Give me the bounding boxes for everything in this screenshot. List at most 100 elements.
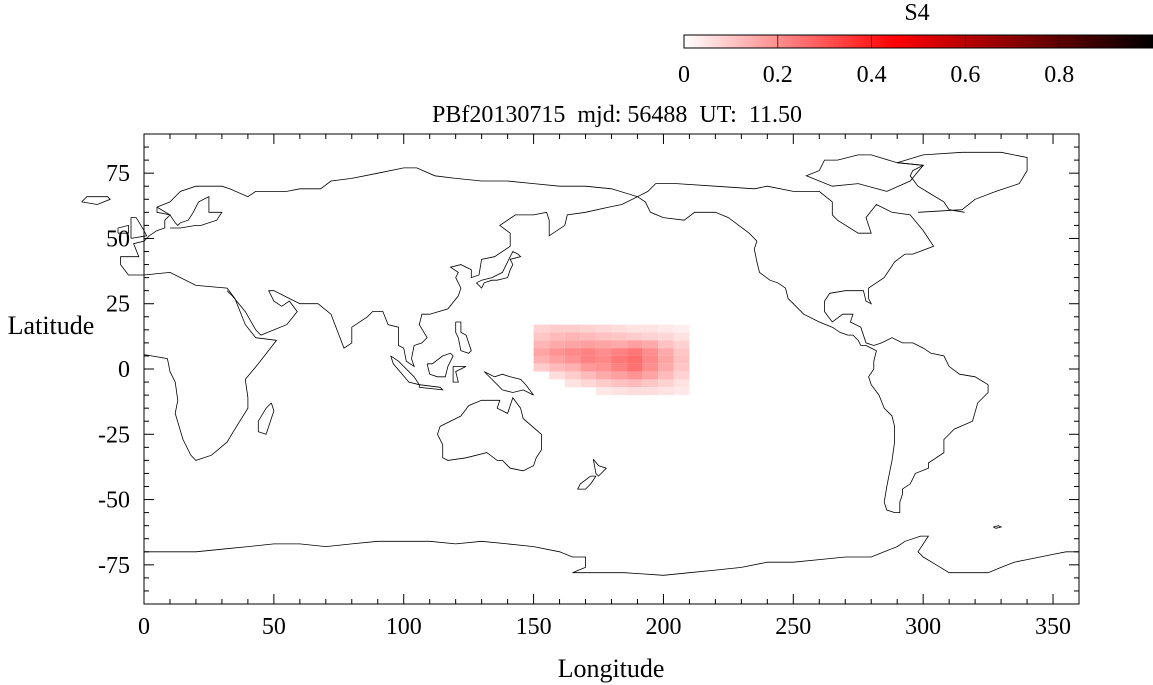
heatmap-cell: [627, 371, 643, 380]
heatmap-cell: [658, 363, 674, 372]
heatmap-cell: [658, 379, 674, 388]
coastline: [257, 402, 275, 435]
heatmap-cell: [564, 348, 581, 356]
heatmap-cell: [627, 355, 643, 364]
heatmap-cell: [673, 348, 690, 356]
coastlines: [81, 151, 1079, 576]
heatmap-cell: [580, 324, 596, 333]
y-tick-label: 0: [118, 357, 130, 383]
coastline: [592, 458, 608, 477]
x-axis-label: Longitude: [558, 654, 665, 683]
heatmap-cell: [673, 363, 690, 372]
heatmap-cell: [595, 379, 612, 388]
heatmap-cell: [580, 355, 596, 364]
heatmap-cell: [564, 379, 581, 388]
heatmap-cell: [673, 355, 690, 364]
y-tick-label: -50: [98, 488, 130, 514]
colorbar-tick-label: 0.4: [857, 62, 887, 88]
x-tick-label: 250: [775, 614, 811, 640]
heatmap-cell: [673, 387, 690, 396]
coastline: [144, 535, 1079, 576]
heatmap-cell: [611, 363, 628, 372]
heatmap-cell: [533, 355, 550, 364]
heatmap-cell: [642, 355, 659, 364]
heatmap-cell: [580, 363, 596, 372]
heatmap-cell: [595, 332, 612, 341]
heatmap-cell: [580, 348, 596, 356]
x-tick-label: 350: [1035, 614, 1071, 640]
x-tick-label: 50: [262, 614, 286, 640]
heatmap-cell: [580, 379, 596, 388]
heatmap-cell: [564, 363, 581, 372]
heatmap-cell: [533, 348, 550, 356]
heatmap-cell: [533, 332, 550, 341]
heatmap-cell: [564, 355, 581, 364]
y-tick-label: 25: [106, 292, 130, 318]
heatmap-cell: [642, 379, 659, 388]
map-title: PBf20130715 mjd: 56488 UT: 11.50: [432, 102, 802, 128]
coastline: [426, 352, 454, 378]
heatmap-cell: [549, 355, 565, 364]
coastline: [452, 366, 467, 383]
heatmap-cell: [611, 324, 628, 333]
heatmap-cell: [673, 371, 690, 380]
heatmap-cell: [658, 371, 674, 380]
y-axis-label: Latitude: [8, 311, 95, 340]
coastline: [418, 384, 444, 391]
heatmap-cell: [627, 324, 643, 333]
heatmap-cell: [595, 324, 612, 333]
heatmap-cell: [627, 348, 643, 356]
heatmap-cell: [611, 332, 628, 341]
heatmap-cell: [595, 363, 612, 372]
coastline: [993, 525, 1003, 529]
heatmap-cell: [595, 387, 612, 396]
heatmap-cell: [549, 332, 565, 341]
x-axis-ticks: 0 50 100 150 200 250 300 350: [138, 134, 1071, 640]
coastline: [81, 196, 111, 205]
heatmap-cell: [611, 379, 628, 388]
heatmap-cell: [595, 348, 612, 356]
heatmap-cell: [549, 324, 565, 333]
heatmap-cell: [642, 324, 659, 333]
colorbar: S4 0 0.2 0.4 0.6 0.8: [678, 0, 1153, 88]
heatmap-cell: [533, 340, 550, 349]
heatmap-cell: [658, 324, 674, 333]
heatmap-cell: [627, 332, 643, 341]
colorbar-gradient: [683, 34, 1153, 49]
y-tick-label: 50: [106, 226, 130, 252]
coastline: [897, 151, 1028, 213]
heatmap-cell: [595, 355, 612, 364]
heatmap-cell: [642, 371, 659, 380]
heatmap-cell: [627, 363, 643, 372]
coastline: [483, 371, 534, 396]
heatmap-cell: [549, 340, 565, 349]
coastline: [117, 224, 129, 234]
heatmap-cell: [564, 371, 581, 380]
x-tick-label: 150: [516, 614, 552, 640]
coastline: [455, 321, 472, 354]
heatmap-cell: [658, 355, 674, 364]
heatmap-cell: [549, 348, 565, 356]
colorbar-label: S4: [904, 0, 929, 26]
heatmap-cell: [611, 355, 628, 364]
y-tick-label: -25: [98, 422, 130, 448]
heatmap-cell: [627, 340, 643, 349]
heatmap-cell: [658, 332, 674, 341]
heatmap-cell: [564, 340, 581, 349]
x-tick-label: 100: [386, 614, 422, 640]
heatmap-cell: [658, 348, 674, 356]
heatmap-cell: [642, 340, 659, 349]
y-tick-label: 75: [106, 161, 130, 187]
x-tick-label: 200: [645, 614, 681, 640]
heatmap-cell: [580, 340, 596, 349]
y-axis-ticks: 75 50 25 0 -25 -50 -75: [98, 146, 1079, 592]
heatmap-cell: [673, 340, 690, 349]
x-tick-label: 0: [138, 614, 150, 640]
heatmap-cell: [533, 324, 550, 333]
colorbar-tick-label: 0.2: [763, 62, 793, 88]
heatmap-cell: [627, 387, 643, 396]
heatmap-cell: [533, 363, 550, 372]
heatmap-cell: [658, 340, 674, 349]
